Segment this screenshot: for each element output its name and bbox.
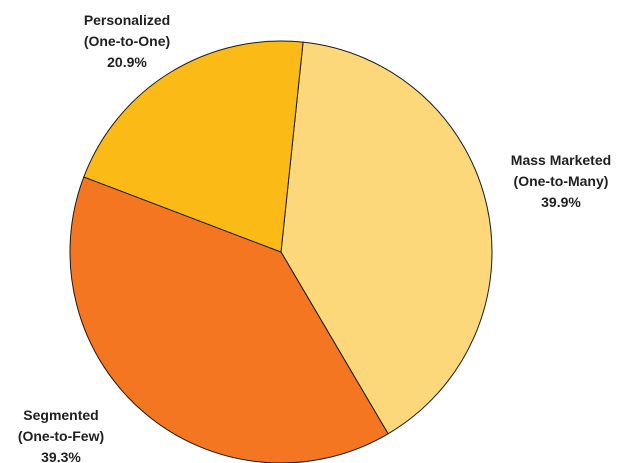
pie-slices [69, 40, 493, 463]
slice-label-segmented-line2: (One-to-Few) [18, 428, 104, 444]
slice-label-personalized-line1: Personalized [84, 12, 170, 28]
slice-label-personalized-line2: (One-to-One) [84, 33, 170, 49]
slice-value-personalized: 20.9% [107, 54, 147, 70]
slice-label-segmented-line1: Segmented [23, 407, 98, 423]
slice-label-mass-marketed-line2: (One-to-Many) [514, 173, 609, 189]
slice-value-segmented: 39.3% [41, 449, 81, 463]
slice-value-mass-marketed: 39.9% [541, 194, 581, 210]
slice-personalized [83, 40, 304, 253]
slice-label-mass-marketed-line1: Mass Marketed [511, 152, 611, 168]
slice-segmented [69, 176, 389, 463]
pie-labels: Mass Marketed (One-to-Many) 39.9% Segmen… [18, 12, 611, 463]
slice-mass-marketed [280, 41, 493, 435]
